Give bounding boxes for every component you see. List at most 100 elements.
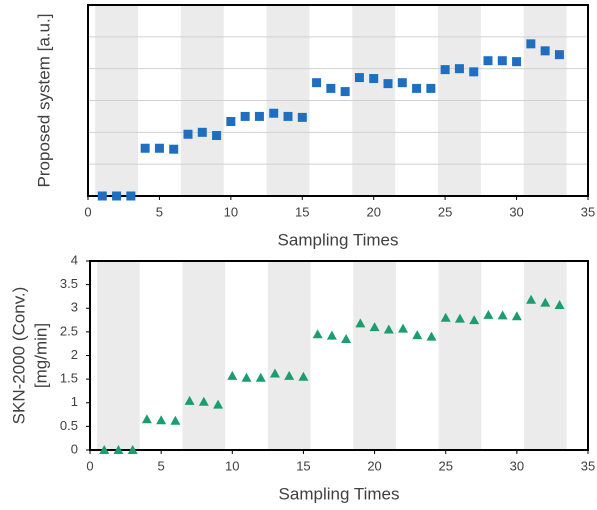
data-point: [112, 191, 122, 201]
x-tick-label: 25: [438, 458, 452, 473]
data-point: [154, 143, 164, 153]
data-point: [412, 83, 422, 93]
data-point: [212, 131, 222, 141]
data-point: [197, 127, 207, 137]
x-tick-label: 10: [224, 204, 238, 219]
x-tick-label: 25: [438, 204, 452, 219]
data-point: [497, 56, 507, 66]
y-tick-label: 3.5: [60, 276, 78, 291]
y-tick-label: 3: [71, 300, 78, 315]
x-tick-label: 35: [581, 458, 595, 473]
data-point: [169, 144, 179, 154]
x-tick-label: 15: [296, 458, 310, 473]
data-point: [183, 129, 193, 139]
data-point: [440, 65, 450, 75]
data-point: [254, 111, 264, 121]
shaded-band: [97, 261, 140, 450]
data-point: [297, 112, 307, 122]
data-point: [383, 79, 393, 89]
y-tick-label: 1: [71, 394, 78, 409]
data-point: [526, 39, 536, 49]
data-point: [497, 310, 508, 320]
data-point: [213, 399, 224, 409]
x-axis-title: Sampling Times: [278, 230, 399, 249]
y-axis-title: Proposed system [a.u.]: [34, 14, 53, 188]
data-point: [511, 311, 522, 321]
data-point: [227, 370, 238, 380]
y-axis-title: [mg/min]: [31, 323, 50, 388]
data-point: [241, 372, 252, 382]
data-point: [483, 309, 494, 319]
x-tick-label: 10: [225, 458, 239, 473]
data-point: [97, 191, 107, 201]
data-point: [284, 370, 295, 380]
data-point: [113, 445, 124, 454]
data-point: [554, 299, 565, 309]
x-tick-label: 5: [158, 458, 165, 473]
data-point: [340, 87, 350, 97]
y-tick-label: 1.5: [60, 371, 78, 386]
x-tick-label: 35: [581, 204, 595, 219]
x-tick-label: 15: [295, 204, 309, 219]
data-point: [426, 83, 436, 93]
data-point: [312, 78, 322, 88]
data-point: [312, 329, 323, 339]
data-point: [170, 415, 181, 425]
data-point: [426, 331, 437, 341]
data-point: [99, 445, 110, 454]
data-point: [140, 143, 150, 153]
y-tick-label: 0.5: [60, 418, 78, 433]
data-point: [127, 445, 138, 454]
shaded-band: [523, 261, 567, 450]
x-axis-title: Sampling Times: [279, 484, 400, 503]
y-tick-label: 2: [71, 347, 78, 362]
plot-frame: [87, 4, 589, 197]
data-point: [454, 313, 465, 323]
data-point: [397, 78, 407, 88]
data-point: [540, 46, 550, 56]
data-point: [269, 108, 279, 118]
y-tick-label: 4: [71, 252, 78, 267]
x-tick-label: 20: [367, 458, 381, 473]
data-point: [454, 64, 464, 74]
x-tick-label: 20: [366, 204, 380, 219]
shaded-band: [267, 261, 311, 450]
data-point: [354, 73, 364, 83]
data-point: [540, 297, 551, 307]
data-point: [369, 322, 380, 332]
data-point: [341, 333, 352, 343]
shaded-band: [182, 261, 226, 450]
data-point: [440, 312, 451, 322]
shaded-band: [438, 261, 482, 450]
x-tick-label: 5: [156, 204, 163, 219]
data-point: [269, 368, 280, 378]
y-axis-title: SKN-2000 (Conv.): [9, 287, 28, 425]
data-point: [412, 330, 423, 340]
data-point: [526, 294, 537, 304]
data-point: [326, 83, 336, 93]
data-point: [240, 111, 250, 121]
data-point: [255, 372, 266, 382]
data-point: [141, 414, 152, 424]
data-point: [298, 371, 309, 381]
data-point: [226, 117, 236, 127]
data-point: [469, 315, 480, 325]
x-tick-label: 30: [509, 204, 523, 219]
data-point: [398, 323, 409, 333]
data-point: [326, 330, 337, 340]
data-point: [369, 74, 379, 84]
data-point: [383, 324, 394, 334]
data-point: [554, 50, 564, 60]
x-tick-label: 30: [510, 458, 524, 473]
data-point: [512, 57, 522, 67]
shaded-band: [353, 261, 396, 450]
y-tick-label: 2.5: [60, 323, 78, 338]
data-point: [469, 67, 479, 77]
data-point: [184, 395, 195, 405]
data-point: [198, 396, 209, 406]
data-point: [283, 111, 293, 121]
data-point: [483, 56, 493, 66]
x-tick-label: 0: [86, 458, 93, 473]
